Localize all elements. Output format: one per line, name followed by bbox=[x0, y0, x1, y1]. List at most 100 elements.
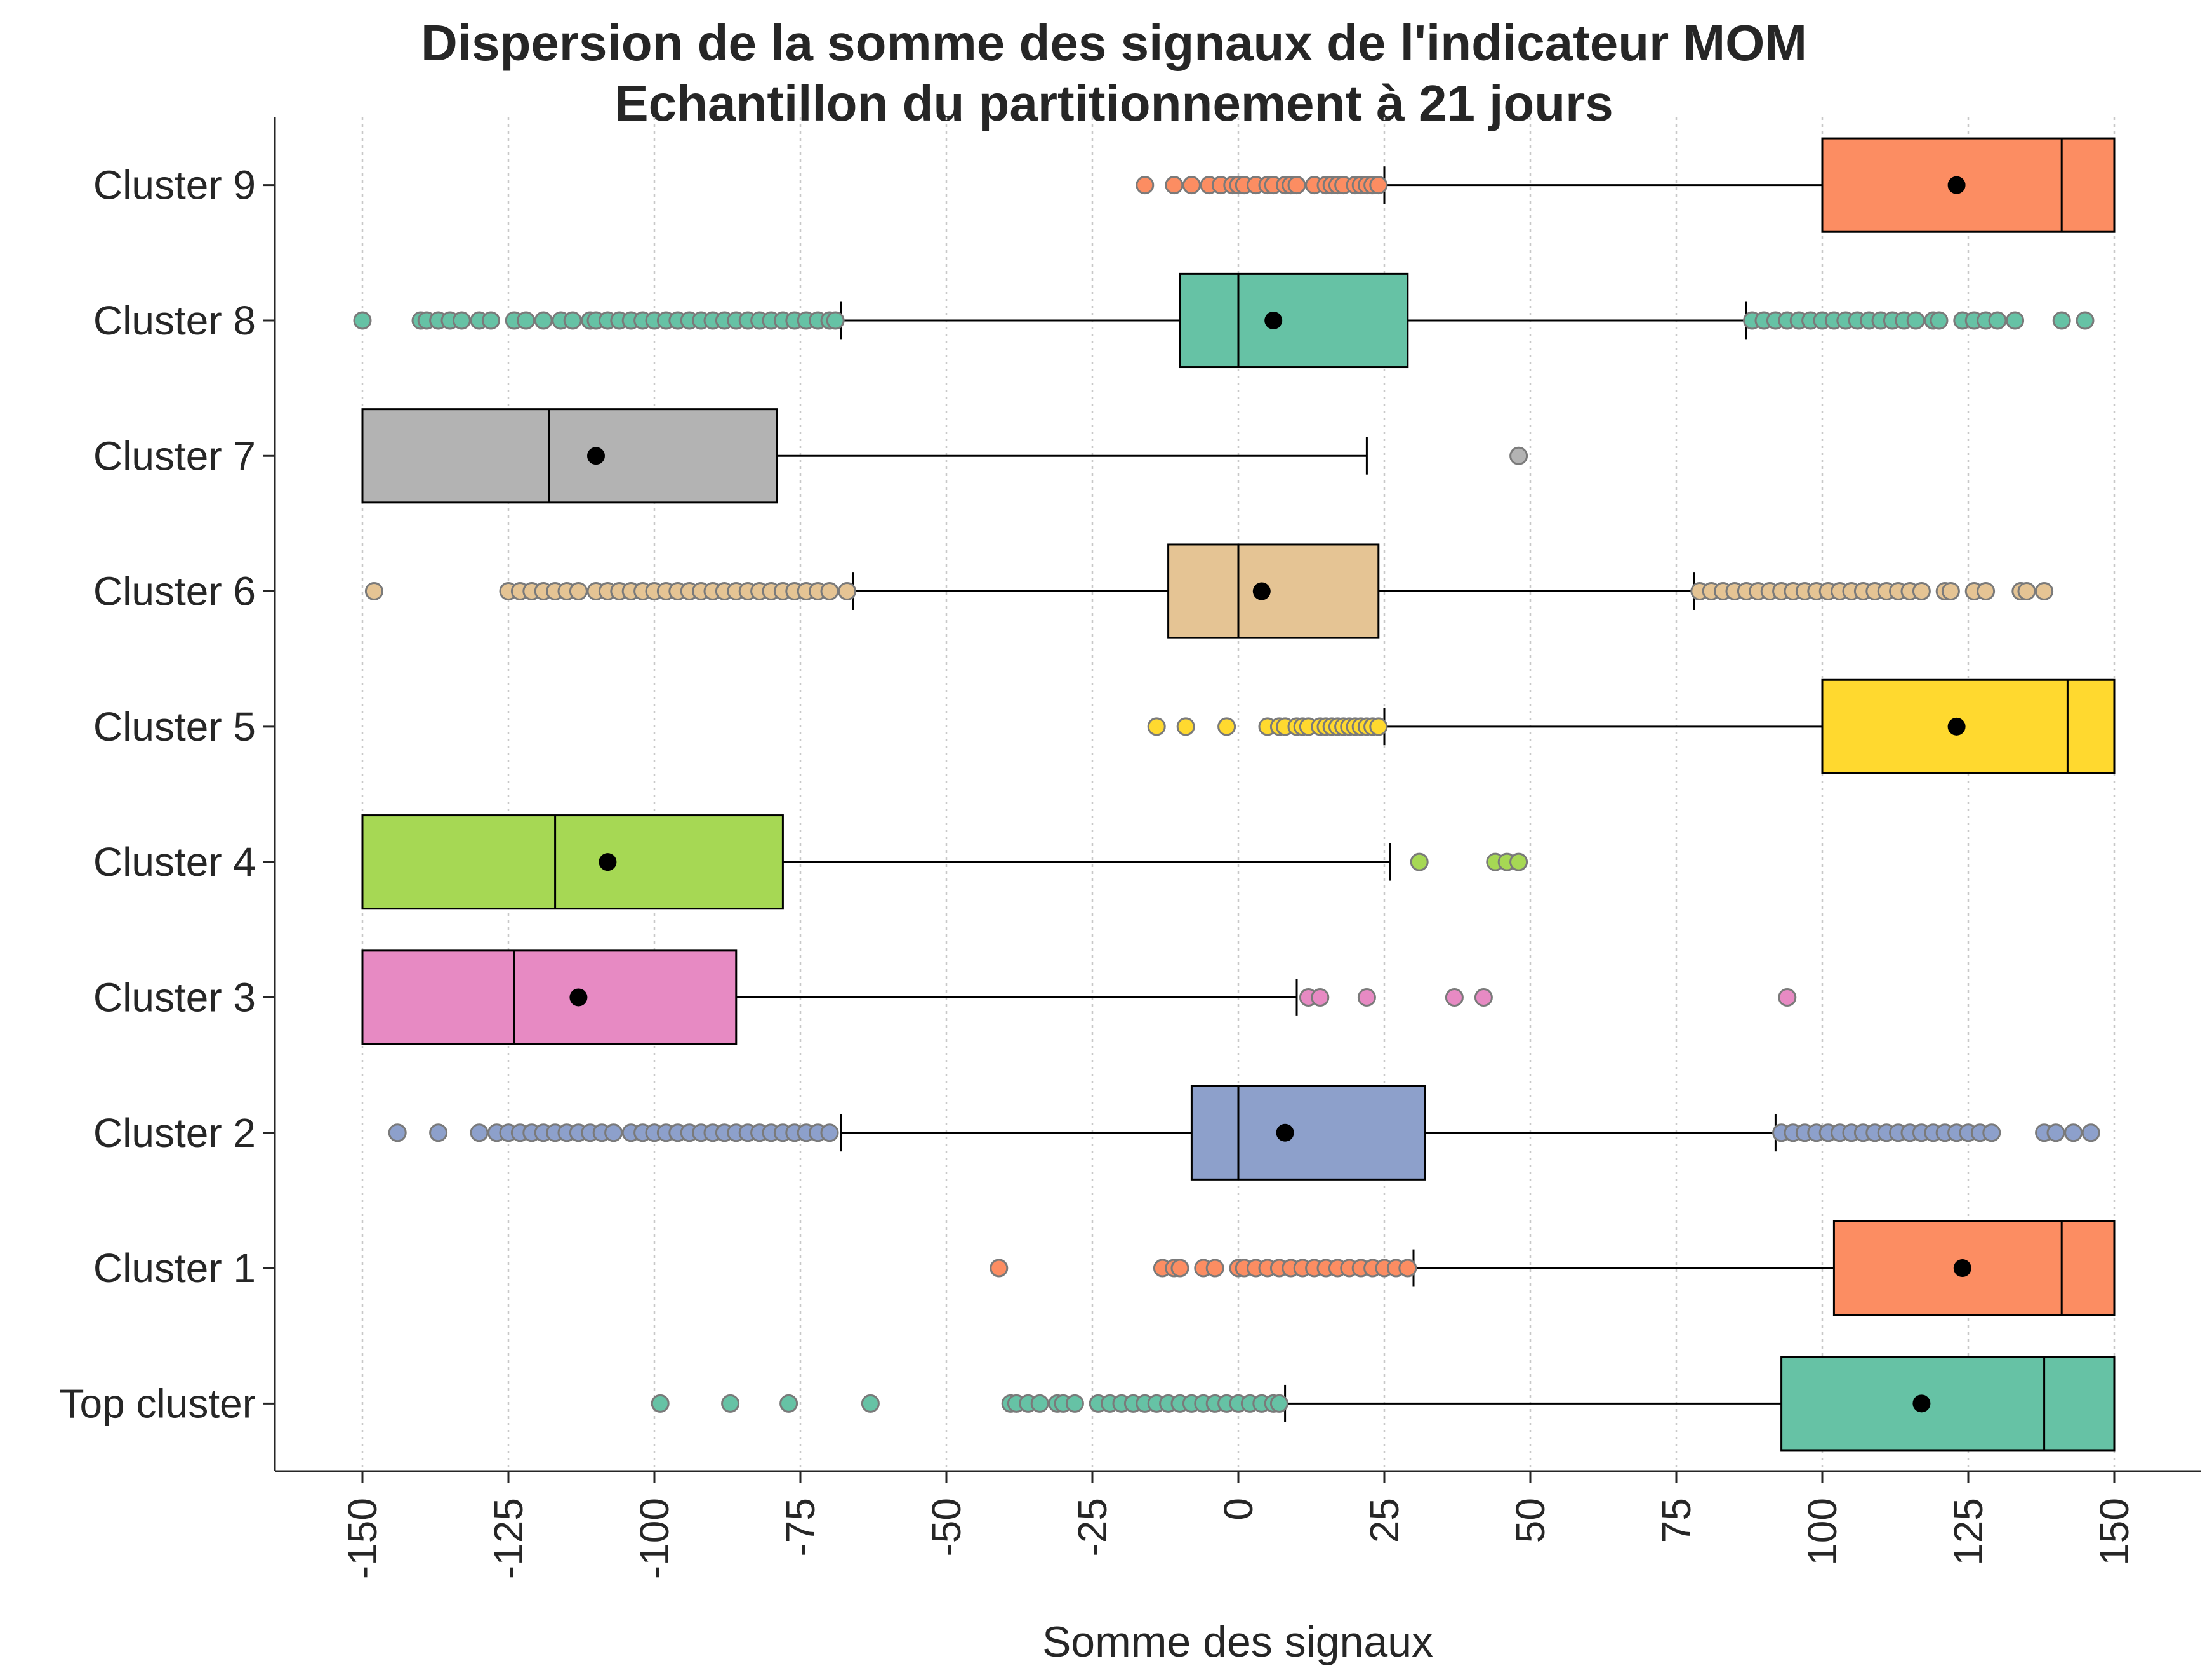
outlier-point bbox=[1287, 176, 1306, 195]
x-tick-label: 50 bbox=[1507, 1498, 1553, 1543]
boxes-layer bbox=[353, 137, 2116, 1452]
outlier-point bbox=[517, 311, 536, 330]
outlier-point bbox=[1988, 311, 2007, 330]
outlier-point bbox=[2006, 311, 2025, 330]
outlier-point bbox=[1369, 717, 1388, 736]
outlier-point bbox=[1509, 852, 1528, 871]
box bbox=[1167, 543, 1380, 639]
x-tick-label: -150 bbox=[340, 1498, 385, 1579]
outlier-point bbox=[1410, 852, 1429, 871]
box-group bbox=[364, 543, 2054, 639]
outlier-point bbox=[1182, 176, 1201, 195]
outlier-point bbox=[2046, 1123, 2065, 1142]
outlier-point bbox=[1398, 1259, 1417, 1278]
outlier-point bbox=[429, 1123, 448, 1142]
y-tick-label: Cluster 8 bbox=[93, 298, 256, 343]
x-tick-label: 0 bbox=[1215, 1498, 1261, 1521]
x-tick-label: 125 bbox=[1945, 1498, 1991, 1566]
y-tick-label: Cluster 7 bbox=[93, 433, 256, 479]
x-axis-label: Somme des signaux bbox=[1042, 1618, 1433, 1666]
outlier-point bbox=[2052, 311, 2071, 330]
box-group bbox=[651, 1356, 2116, 1452]
outlier-point bbox=[820, 582, 839, 601]
box bbox=[361, 408, 778, 504]
box bbox=[361, 949, 738, 1045]
x-tick-label: 150 bbox=[2091, 1498, 2137, 1566]
outlier-point bbox=[364, 582, 383, 601]
outlier-point bbox=[820, 1123, 839, 1142]
outlier-point bbox=[1778, 988, 1797, 1007]
mean-marker bbox=[1912, 1394, 1931, 1413]
outlier-point bbox=[1170, 1259, 1189, 1278]
outlier-point bbox=[1977, 582, 1996, 601]
y-tick-label: Cluster 2 bbox=[93, 1110, 256, 1156]
outlier-point bbox=[1176, 717, 1195, 736]
outlier-point bbox=[1269, 1394, 1288, 1413]
outlier-point bbox=[470, 1123, 489, 1142]
box-group bbox=[990, 1220, 2116, 1316]
y-tick-label: Cluster 5 bbox=[93, 704, 256, 750]
y-tick-label: Cluster 3 bbox=[93, 974, 256, 1020]
outlier-point bbox=[1147, 717, 1166, 736]
chart-title: Dispersion de la somme des signaux de l'… bbox=[421, 15, 1807, 71]
outlier-point bbox=[1369, 176, 1388, 195]
box bbox=[1780, 1356, 2116, 1452]
outlier-point bbox=[2064, 1123, 2083, 1142]
outlier-point bbox=[990, 1259, 1009, 1278]
y-tick-label: Cluster 1 bbox=[93, 1245, 256, 1291]
outlier-point bbox=[2081, 1123, 2100, 1142]
outlier-point bbox=[604, 1123, 623, 1142]
outlier-point bbox=[1165, 176, 1184, 195]
outlier-point bbox=[1445, 988, 1464, 1007]
box bbox=[361, 814, 784, 910]
outlier-point bbox=[1030, 1394, 1049, 1413]
box-group bbox=[1147, 678, 2116, 774]
x-tick-label: 75 bbox=[1653, 1498, 1699, 1543]
outlier-point bbox=[1982, 1123, 2001, 1142]
y-tick-label: Top cluster bbox=[60, 1380, 256, 1426]
outlier-point bbox=[452, 311, 471, 330]
box-group bbox=[361, 949, 1797, 1045]
outlier-point bbox=[779, 1394, 798, 1413]
outlier-point bbox=[1912, 582, 1931, 601]
outlier-point bbox=[861, 1394, 880, 1413]
box bbox=[1832, 1220, 2116, 1316]
box bbox=[1821, 137, 2116, 233]
x-tick-label: -25 bbox=[1070, 1498, 1115, 1557]
outlier-point bbox=[388, 1123, 407, 1142]
outlier-point bbox=[2035, 582, 2054, 601]
mean-marker bbox=[569, 988, 588, 1007]
outlier-point bbox=[534, 311, 553, 330]
mean-marker bbox=[587, 447, 605, 465]
mean-marker bbox=[1947, 717, 1966, 736]
outlier-point bbox=[651, 1394, 670, 1413]
outlier-point bbox=[1906, 311, 1925, 330]
outlier-point bbox=[481, 311, 500, 330]
box-group bbox=[361, 814, 1528, 910]
mean-marker bbox=[1947, 176, 1966, 194]
outlier-point bbox=[1509, 446, 1528, 465]
mean-marker bbox=[1276, 1123, 1294, 1142]
outlier-point bbox=[1941, 582, 1960, 601]
outlier-point bbox=[826, 311, 845, 330]
y-tick-label: Cluster 9 bbox=[93, 162, 256, 208]
outlier-point bbox=[1065, 1394, 1084, 1413]
box-group bbox=[353, 272, 2095, 369]
outlier-point bbox=[353, 311, 372, 330]
box bbox=[1179, 272, 1409, 369]
outlier-point bbox=[1357, 988, 1376, 1007]
mean-marker bbox=[599, 853, 617, 871]
outlier-point bbox=[2017, 582, 2036, 601]
x-tick-label: -125 bbox=[486, 1498, 531, 1579]
outlier-point bbox=[1311, 988, 1330, 1007]
outlier-point bbox=[1930, 311, 1949, 330]
x-tick-label: 100 bbox=[1799, 1498, 1845, 1566]
y-tick-label: Cluster 6 bbox=[93, 569, 256, 614]
mean-marker bbox=[1252, 582, 1271, 600]
outlier-point bbox=[2076, 311, 2095, 330]
outlier-point bbox=[1217, 717, 1236, 736]
box-group bbox=[361, 408, 1528, 504]
outlier-point bbox=[721, 1394, 740, 1413]
